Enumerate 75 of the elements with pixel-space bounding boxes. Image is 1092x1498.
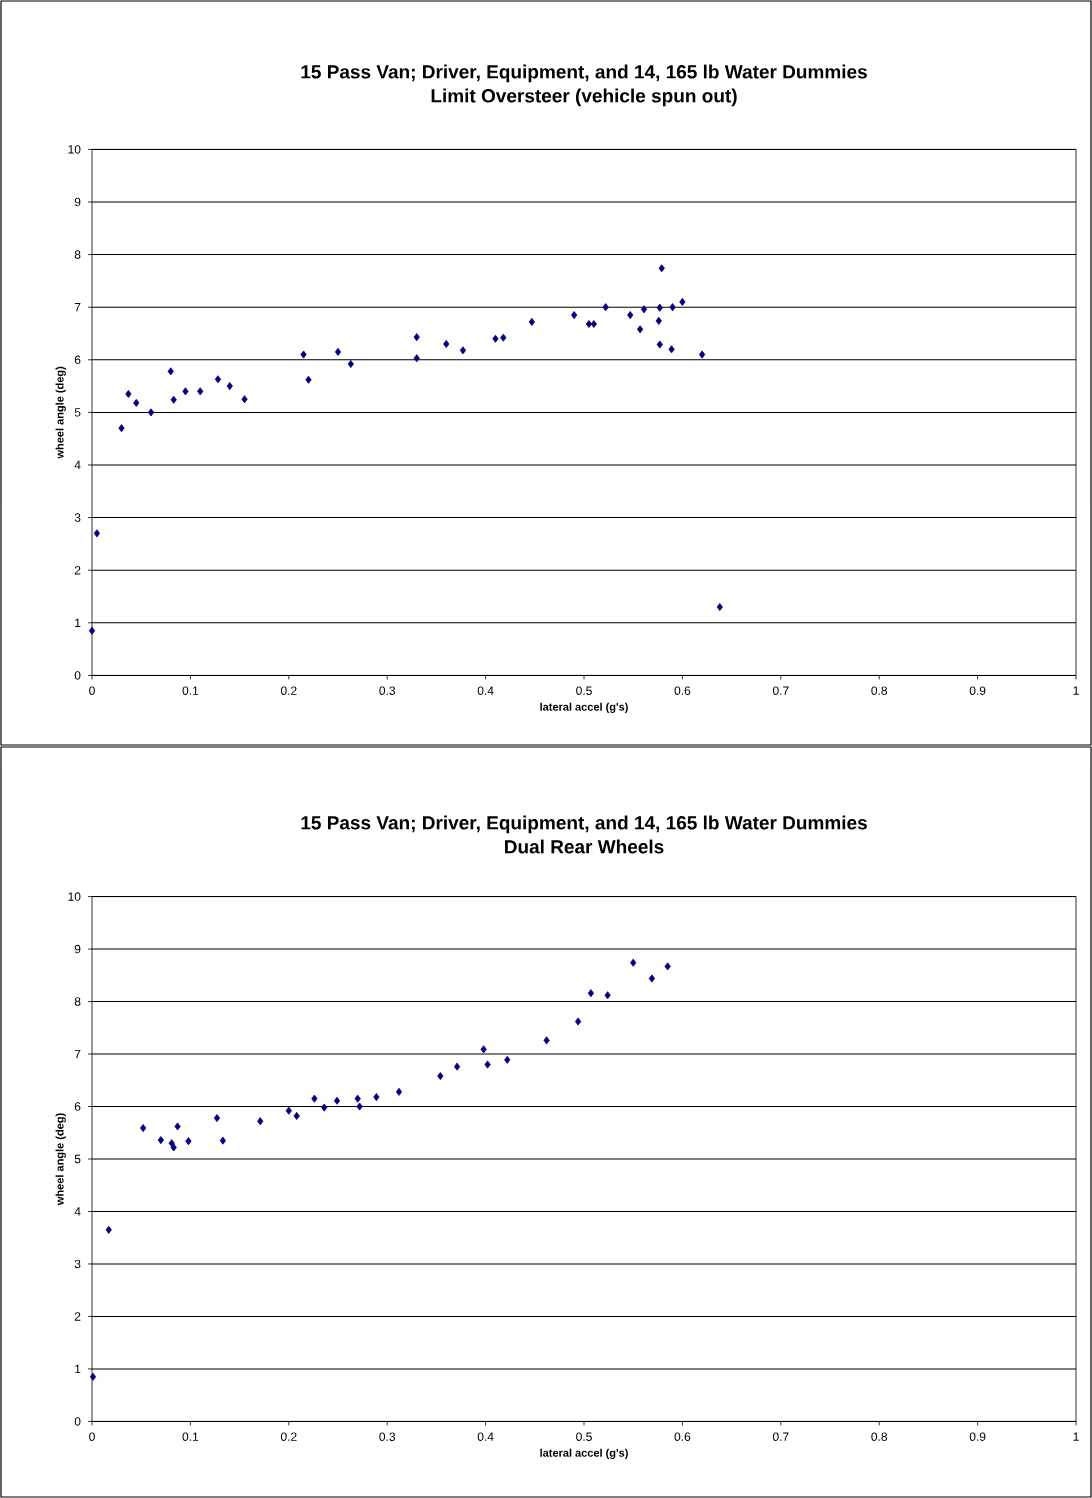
point [500,333,507,342]
point [679,297,686,306]
point [459,346,467,355]
point [125,389,132,398]
point [226,382,233,391]
point [590,320,597,329]
point [105,1225,112,1234]
point [698,350,706,359]
point [311,1094,318,1103]
chart-subtitle: Dual Rear Wheels [505,839,664,854]
point [305,375,312,384]
point [334,347,342,356]
chart-subtitle: Limit Oversteer (vehicle spun out) [431,88,737,107]
point [147,408,155,417]
point [587,989,594,998]
point [413,333,420,342]
point [484,1060,491,1069]
point [174,1122,181,1131]
point [321,1103,328,1112]
point [285,1106,292,1115]
point [630,958,637,967]
point [480,1045,487,1054]
point [257,1117,264,1126]
chart-title: 15 Pass Van; Driver, Equipment, and 14, 165 lb Water Dummies [301,64,867,83]
chart-title: 15 Pass Van; Driver, Equipment, and 14, 165 lb Water Dummies [301,815,867,834]
point [656,303,663,312]
point [293,1111,300,1120]
point [640,305,648,314]
point [170,395,177,404]
point [602,303,609,312]
point [395,1087,403,1096]
point [543,1036,550,1045]
point [437,1072,444,1081]
point [571,311,578,320]
point [182,387,189,396]
point [354,1094,361,1103]
point [170,1143,177,1152]
point [88,626,96,635]
point [669,303,676,312]
point [185,1137,192,1146]
point [93,529,101,538]
point [133,398,140,407]
point [604,991,611,1000]
point [140,1124,147,1133]
point [668,345,675,354]
point [167,367,174,376]
point [241,395,248,404]
point [664,962,671,971]
point [648,974,655,983]
point [89,1372,97,1381]
point [658,264,665,273]
point [655,316,662,325]
point [637,325,644,334]
point [656,340,663,349]
point [213,1114,221,1123]
point [118,424,125,433]
point [492,334,499,343]
point [197,387,204,396]
point [585,320,593,329]
point [443,340,450,348]
point [356,1102,363,1111]
point [219,1136,226,1145]
point [214,375,222,384]
point [575,1017,582,1026]
point [453,1062,461,1071]
point [347,359,354,368]
point [300,350,307,359]
point [504,1055,511,1064]
point [528,317,535,326]
point [627,311,634,320]
point [157,1136,164,1145]
point [413,354,420,363]
point [333,1096,341,1105]
point [373,1093,380,1102]
point [716,603,723,612]
